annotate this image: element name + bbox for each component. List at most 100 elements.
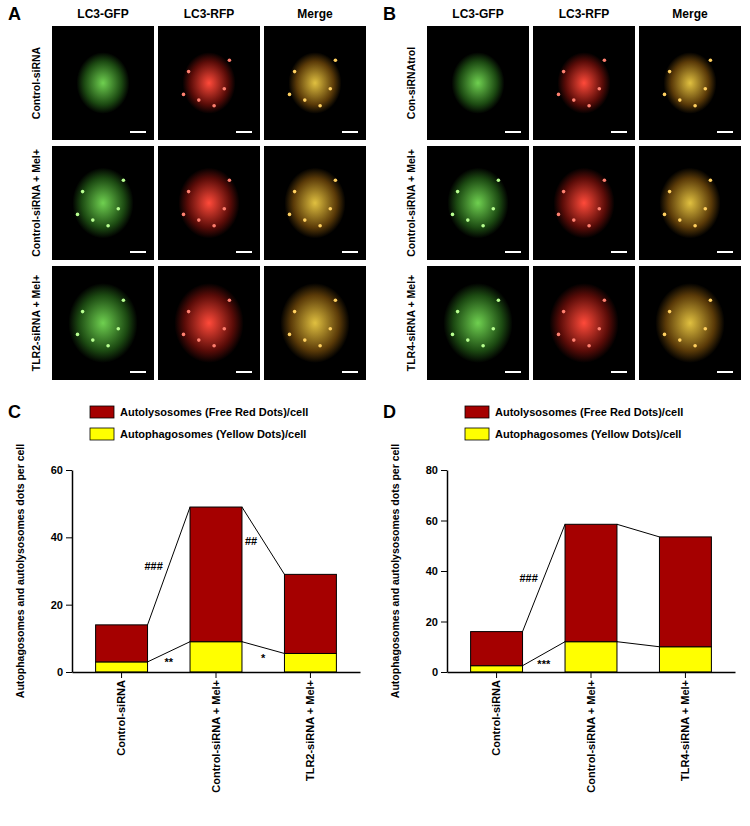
puncta	[288, 333, 292, 337]
scale-bar	[236, 371, 252, 373]
puncta	[562, 190, 566, 194]
y-tick-label: 20	[51, 599, 63, 611]
cell-body	[655, 283, 724, 363]
puncta	[481, 224, 485, 228]
puncta	[122, 178, 126, 182]
cell-body	[549, 283, 618, 363]
image-panel: ALC3-GFPLC3-RFPMergeControl-siRNAControl…	[8, 4, 366, 380]
x-tick-mark	[496, 672, 497, 678]
x-tick: Control-siRNA	[115, 672, 127, 756]
puncta	[451, 333, 455, 337]
y-tick: 40	[426, 565, 447, 577]
cell-body	[451, 52, 504, 114]
column-header: LC3-RFP	[559, 7, 610, 21]
x-tick-label: Control-siRNA + Mel+	[585, 680, 597, 793]
x-tick-mark	[310, 672, 311, 678]
cell-body	[76, 52, 129, 114]
micrograph	[427, 26, 529, 140]
scale-bar	[342, 251, 358, 253]
micrograph	[158, 26, 260, 140]
x-tick-label: Control-siRNA + Mel+	[210, 680, 222, 793]
column-header: LC3-GFP	[452, 7, 503, 21]
puncta	[603, 58, 607, 62]
puncta	[603, 298, 607, 302]
y-tick-label: 20	[426, 616, 438, 628]
bar-segment	[284, 574, 336, 653]
puncta	[117, 207, 121, 211]
puncta	[318, 224, 322, 228]
puncta	[288, 93, 292, 97]
micrograph-background	[639, 26, 741, 140]
puncta	[318, 104, 322, 108]
puncta	[329, 327, 333, 331]
micrograph-background	[52, 266, 154, 380]
scale-bar	[611, 131, 627, 133]
y-tick-label: 60	[426, 515, 438, 527]
significance-label: ###	[519, 572, 537, 584]
chart-title: D	[383, 402, 396, 422]
y-tick: 20	[426, 616, 447, 628]
x-tick-label: Control-siRNA	[490, 680, 502, 756]
puncta	[603, 178, 607, 182]
scale-bar	[342, 371, 358, 373]
puncta	[598, 87, 602, 91]
puncta	[117, 327, 121, 331]
puncta	[709, 58, 713, 62]
x-axis: Control-siRNA Control-siRNA + Mel+ TLR4-si…	[448, 672, 736, 793]
puncta	[598, 207, 602, 211]
y-tick-mark	[66, 605, 72, 606]
plot-area	[471, 524, 712, 672]
figure: ALC3-GFPLC3-RFPMergeControl-siRNAControl…	[0, 0, 750, 826]
micrograph	[52, 266, 154, 380]
x-axis: Control-siRNAControl-siRNA + Mel+TLR2-si…	[73, 672, 361, 793]
micrograph	[158, 266, 260, 380]
puncta	[693, 344, 697, 348]
puncta	[668, 310, 672, 314]
puncta	[704, 207, 708, 211]
micrograph-background	[264, 26, 366, 140]
puncta	[197, 218, 201, 222]
scale-bar	[342, 131, 358, 133]
scale-bar	[611, 371, 627, 373]
scale-bar	[717, 251, 733, 253]
bar-segment	[190, 507, 242, 642]
chart: CAutophagosomes and autolysosomes dots p…	[8, 402, 361, 793]
y-tick: 0	[57, 666, 72, 678]
panel-label: B	[383, 4, 396, 24]
x-tick-mark	[591, 672, 592, 678]
significance-label: ##	[245, 535, 257, 547]
legend-swatch	[465, 406, 489, 418]
puncta	[81, 190, 85, 194]
x-tick-mark	[121, 672, 122, 678]
puncta	[572, 218, 576, 222]
micrograph	[427, 266, 529, 380]
puncta	[212, 104, 216, 108]
puncta	[228, 178, 232, 182]
puncta	[587, 344, 591, 348]
x-tick-label: Control-siRNA	[115, 680, 127, 756]
puncta	[329, 207, 333, 211]
micrograph	[264, 146, 366, 260]
micrograph-background	[264, 146, 366, 260]
legend-label: Autophagosomes (Yellow Dots)/cell	[495, 428, 681, 440]
puncta	[678, 98, 682, 102]
y-tick: 40	[51, 531, 72, 543]
scale-bar	[505, 131, 521, 133]
scale-bar	[130, 371, 146, 373]
micrograph-background	[52, 26, 154, 140]
cell-body	[72, 168, 133, 239]
puncta	[293, 70, 297, 74]
cell-body	[174, 283, 243, 363]
puncta	[557, 93, 561, 97]
puncta	[668, 190, 672, 194]
legend-swatch	[90, 406, 114, 418]
image-panel: BLC3-GFPLC3-RFPMergeCon-siRNAtrolControl…	[383, 4, 741, 380]
puncta	[293, 310, 297, 314]
cell-body	[288, 52, 341, 114]
puncta	[187, 190, 191, 194]
puncta	[197, 338, 201, 342]
puncta	[497, 178, 501, 182]
panel-label: A	[8, 4, 21, 24]
x-tick-label: TLR4-siRNA + Mel+	[679, 680, 691, 781]
y-tick-label: 40	[426, 565, 438, 577]
